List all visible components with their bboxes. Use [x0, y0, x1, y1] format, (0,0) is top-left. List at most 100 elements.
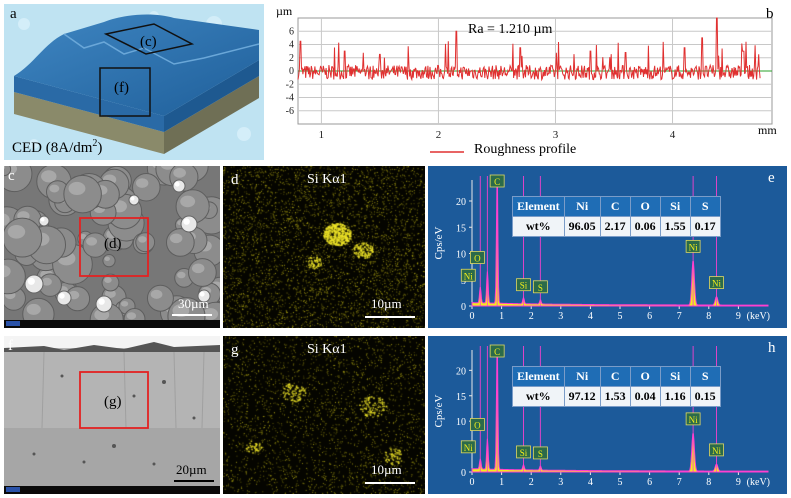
- peak-label: O: [469, 251, 485, 264]
- panel-label-b: b: [766, 6, 774, 22]
- x-tick-label: 1: [319, 129, 325, 141]
- x-tick-label: 2: [529, 311, 534, 322]
- svg-text:Ni: Ni: [689, 242, 698, 252]
- x-tick-label: 1: [499, 477, 504, 488]
- panel-label-f: f: [8, 338, 13, 354]
- svg-text:S: S: [538, 449, 543, 459]
- peak-label: Ni: [460, 268, 476, 282]
- peak-label: Ni: [685, 412, 701, 426]
- svg-text:C: C: [494, 347, 500, 357]
- si-noise-map: [223, 336, 425, 494]
- panel-label-g: g: [231, 342, 239, 358]
- y-tick-label: -4: [286, 93, 294, 104]
- panel-label-h: h: [768, 340, 776, 356]
- si-noise-map: [223, 166, 425, 328]
- x-tick-label: 4: [670, 129, 676, 141]
- scale-bar-d: [365, 316, 415, 318]
- sem-nodular-surface: [4, 166, 220, 328]
- sem-cross-section: [4, 336, 220, 494]
- roughness-series: [297, 17, 761, 82]
- x-tick-label: 3: [558, 477, 563, 488]
- peak-label: Si: [516, 445, 531, 459]
- svg-text:O: O: [474, 421, 481, 431]
- panel-d-si-map: d Si Kα1 10µm: [223, 166, 425, 328]
- x-tick-label: 4: [588, 311, 593, 322]
- peak-label: S: [532, 280, 548, 294]
- spectrum-area: [471, 186, 769, 307]
- y-tick-label: 0: [289, 66, 294, 77]
- scale-text-f: 20µm: [176, 462, 207, 477]
- y-tick-label: 6: [289, 26, 294, 37]
- panel-e-eds-spectrum: 201510500123456789(keV)Cps/eVNiOCSiSNiNi…: [428, 166, 787, 328]
- panel-b-roughness-chart: 6 4 2 0 -2 -4 -6 1 2 3 4 µm mm Ra = 1.210 µm b Ro…: [268, 4, 787, 160]
- svg-text:Si: Si: [520, 448, 528, 458]
- panel-a-caption: CED (8A/dm2): [12, 138, 103, 156]
- peak-label: Ni: [685, 239, 701, 253]
- y-tick-label: -2: [286, 79, 294, 90]
- y-tick-label: 20: [456, 197, 466, 208]
- x-tick-label: 2: [436, 129, 442, 141]
- x-tick-label: 9: [736, 311, 741, 322]
- scale-text-g: 10µm: [371, 462, 402, 477]
- x-tick-label: 4: [588, 477, 593, 488]
- x-tick-label: 3: [553, 129, 559, 141]
- svg-text:Ni: Ni: [464, 271, 473, 281]
- svg-text:O: O: [474, 254, 481, 264]
- x-tick-label: 0: [470, 477, 475, 488]
- x-tick-label: 9: [736, 477, 741, 488]
- y-unit: µm: [276, 4, 293, 18]
- panel-label-c: c: [8, 168, 15, 184]
- scale-bar-c: [172, 314, 212, 316]
- peak-label: Ni: [709, 443, 724, 457]
- x-axis-unit: (keV): [747, 311, 770, 322]
- x-tick-label: 0: [470, 311, 475, 322]
- region-label-c: (c): [140, 34, 157, 50]
- panel-label-a: a: [10, 6, 17, 22]
- y-tick-label: 15: [456, 392, 466, 403]
- panel-h-eds-spectrum: 201510500123456789(keV)Cps/eVNiOCSiSNiNi…: [428, 336, 787, 494]
- region-f-box: [99, 67, 151, 117]
- panel-label-e: e: [768, 170, 775, 186]
- panel-c-sem-image: c (d) 30µm: [4, 166, 220, 328]
- scale-bar-f: [174, 480, 214, 482]
- peak-label: Ni: [460, 440, 476, 454]
- scale-text-c: 30µm: [178, 296, 209, 311]
- peak-label: C: [489, 344, 505, 358]
- x-tick-label: 6: [647, 311, 652, 322]
- region-g-box: [79, 371, 149, 429]
- x-tick-label: 1: [499, 311, 504, 322]
- y-tick-label: -6: [286, 106, 294, 117]
- svg-text:Ni: Ni: [689, 415, 698, 425]
- x-tick-label: 7: [677, 477, 682, 488]
- region-d-box: [79, 217, 149, 277]
- x-tick-label: 5: [618, 477, 623, 488]
- ra-annotation: Ra = 1.210 µm: [468, 22, 553, 37]
- peak-label: Ni: [709, 276, 724, 289]
- y-axis-label: Cps/eV: [433, 226, 445, 259]
- x-tick-label: 3: [558, 311, 563, 322]
- scale-text-d: 10µm: [371, 296, 402, 311]
- x-tick-label: 6: [647, 477, 652, 488]
- y-tick-label: 2: [289, 53, 294, 64]
- x-tick-label: 5: [618, 311, 623, 322]
- peak-label: O: [469, 418, 485, 431]
- region-label-d: (d): [104, 236, 122, 252]
- legend-label: Roughness profile: [474, 142, 577, 157]
- x-tick-label: 8: [706, 311, 711, 322]
- region-label-g: (g): [104, 394, 122, 410]
- scale-bar-g: [365, 482, 415, 484]
- peak-label: C: [489, 174, 505, 188]
- y-tick-label: 20: [456, 366, 466, 377]
- y-tick-label: 4: [289, 40, 294, 51]
- y-axis-label: Cps/eV: [433, 394, 445, 427]
- coating-block-illustration: [14, 11, 260, 154]
- y-tick-label: 10: [456, 250, 466, 261]
- y-tick-label: 10: [456, 417, 466, 428]
- region-label-f: (f): [114, 80, 129, 96]
- svg-text:S: S: [538, 283, 543, 293]
- svg-text:C: C: [494, 177, 500, 187]
- svg-text:Ni: Ni: [464, 443, 473, 453]
- svg-text:Si: Si: [520, 281, 528, 291]
